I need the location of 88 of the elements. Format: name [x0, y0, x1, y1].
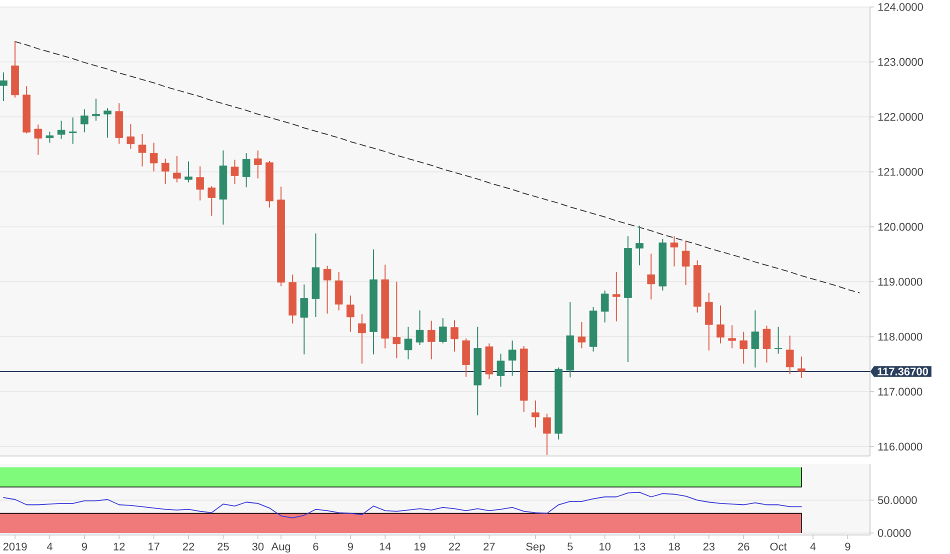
candlestick — [80, 108, 88, 133]
candlestick — [404, 326, 412, 360]
candlestick — [786, 335, 794, 375]
candlestick — [636, 225, 644, 266]
x-tick-label: 2019 — [3, 542, 27, 550]
candlestick — [496, 353, 505, 388]
candlestick — [196, 166, 204, 201]
x-tick-label: Oct — [770, 542, 787, 550]
candlestick — [46, 131, 54, 144]
candlestick — [242, 152, 250, 188]
candlestick — [416, 310, 424, 346]
x-tick-label: 18 — [668, 542, 680, 550]
x-tick-label: 27 — [484, 542, 495, 550]
candlestick — [92, 98, 100, 122]
candlestick — [798, 356, 806, 378]
candlestick — [208, 186, 216, 216]
candlestick — [716, 304, 724, 344]
x-tick-label: 6 — [313, 542, 318, 550]
x-tick-label: 13 — [634, 542, 646, 550]
x-tick-label: Sep — [526, 542, 545, 553]
candlestick — [532, 400, 540, 428]
candlestick — [705, 292, 713, 351]
x-tick-label: 14 — [380, 542, 391, 550]
x-tick-label: 25 — [218, 542, 229, 550]
ref-line-label: 117.36700 — [878, 368, 928, 376]
candlestick — [728, 324, 736, 349]
candlestick — [427, 320, 436, 360]
x-tick-label: 10 — [600, 542, 611, 550]
candlestick — [751, 310, 760, 368]
x-tick-label: 23 — [703, 542, 715, 550]
x-tick-label: 17 — [148, 542, 160, 550]
y-tick-label: 119.0000 — [878, 278, 922, 286]
y-tick-label: 121.0000 — [878, 168, 923, 176]
candlestick — [138, 133, 146, 167]
candlestick — [392, 281, 401, 359]
x-tick-label: 9 — [348, 542, 353, 550]
y-tick-label: 116.0000 — [878, 442, 922, 451]
candlestick — [184, 160, 192, 183]
x-tick-label: 9 — [845, 542, 850, 550]
candlestick — [450, 320, 458, 352]
x-tick-label: 19 — [414, 542, 426, 550]
y-tick-label: 122.0000 — [878, 113, 923, 121]
candlestick — [612, 271, 620, 322]
x-tick-label: Aug — [271, 542, 290, 553]
x-tick-label: 22 — [448, 542, 460, 550]
x-tick-label: 12 — [114, 542, 125, 550]
candlestick — [230, 159, 239, 184]
x-tick-label: 22 — [182, 542, 194, 550]
candlestick — [740, 331, 748, 364]
x-tick-label: 4 — [46, 542, 52, 550]
candlestick — [34, 124, 42, 156]
x-tick-label: 9 — [82, 542, 87, 550]
candlestick — [508, 340, 516, 376]
y-tick-label: 120.0000 — [878, 222, 923, 231]
candlestick — [682, 240, 690, 286]
candlestick — [578, 321, 586, 349]
candlestick — [762, 325, 771, 364]
y-tick-label: 0.0000 — [878, 529, 911, 537]
candlestick — [150, 142, 158, 172]
candlestick — [334, 271, 343, 311]
candlestick — [647, 253, 655, 300]
y-tick-label: 123.0000 — [878, 58, 923, 66]
candlestick — [439, 318, 447, 344]
candlestick — [126, 124, 135, 150]
candlestick — [68, 116, 77, 144]
y-tick-label: 124.0000 — [878, 3, 923, 11]
x-tick-label: 4 — [810, 542, 816, 550]
x-tick-label: 30 — [252, 542, 264, 550]
candlestick — [346, 295, 354, 332]
y-tick-label: 117.0000 — [878, 388, 922, 396]
candlestick — [161, 158, 170, 184]
candlestick — [670, 236, 678, 267]
candlestick — [254, 150, 262, 179]
candlestick — [774, 326, 782, 354]
candlestick — [0, 72, 8, 102]
candlestick — [173, 155, 181, 183]
candlestick — [300, 284, 308, 355]
candlestick — [104, 108, 112, 138]
candlestick — [323, 265, 332, 314]
y-tick-label: 118.0000 — [878, 332, 922, 341]
candlestick — [600, 290, 609, 323]
x-tick-label: 26 — [738, 542, 750, 550]
candlestick — [358, 314, 366, 364]
y-tick-label: 50.0000 — [878, 496, 917, 504]
x-tick-label: 5 — [568, 542, 573, 550]
candlestick — [543, 413, 551, 456]
candlestick — [57, 120, 66, 140]
line-series — [3, 492, 802, 518]
